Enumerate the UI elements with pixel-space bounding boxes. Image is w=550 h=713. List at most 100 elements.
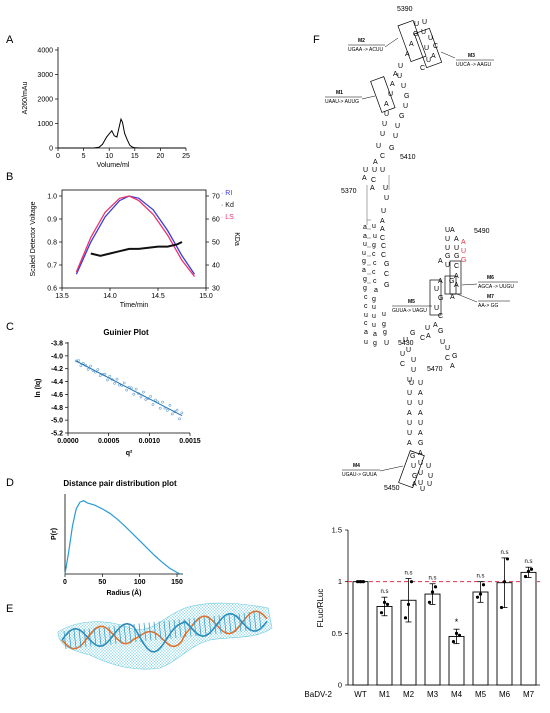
data-point — [79, 364, 83, 368]
base-pair-rung — [188, 618, 192, 637]
mutation-m6: M6 AGCA -> UUGU — [461, 275, 518, 290]
nucleotide: U — [403, 337, 408, 344]
y-axis-label: P(r) — [51, 528, 58, 540]
x-tick-label: 15.0 — [199, 293, 213, 300]
base-pair-rung — [163, 620, 167, 640]
data-point — [166, 409, 169, 412]
nucleotide: A — [433, 322, 438, 329]
base-pair-rung — [78, 629, 82, 648]
nucleotide: u — [363, 241, 367, 248]
nucleotide: G — [452, 353, 457, 360]
nucleotide: C — [420, 335, 425, 342]
nucleotide: u — [362, 250, 366, 257]
category-label: M1 — [379, 690, 391, 699]
nucleotide: A — [418, 430, 423, 437]
data-point — [526, 569, 531, 573]
bar — [424, 593, 441, 686]
nucleotide: U — [434, 286, 439, 293]
chart-a: 0 1000 2000 3000 4000 0 5 10 15 20 25 Volume/ml A2… — [22, 47, 190, 169]
plot-frame — [61, 189, 207, 289]
y-tick-label: 1 — [338, 577, 342, 586]
nucleotide: U — [411, 357, 416, 364]
nucleotide: U — [363, 167, 368, 174]
data-point — [454, 631, 459, 635]
base-pair-rung — [113, 625, 117, 645]
nucleotide: u — [364, 312, 368, 319]
nucleotide: U — [426, 57, 431, 64]
base-pair-rung — [178, 619, 182, 638]
base-pair-rung — [258, 611, 262, 630]
nucleotide: G — [404, 93, 409, 100]
base-pair-rung — [238, 613, 242, 632]
nucleotide: U — [418, 380, 423, 387]
x-tick-label: 15 — [131, 153, 139, 160]
data-point — [151, 403, 155, 406]
nucleotide: U — [372, 167, 377, 174]
base-pair-rung — [148, 622, 152, 641]
highlighted-nucleotide: G — [461, 257, 466, 264]
svg-text:UGAA -> ACUU: UGAA -> ACUU — [348, 47, 384, 53]
panel-letter-f: F — [313, 34, 320, 46]
highlighted-nucleotide: U — [461, 248, 466, 255]
y-axis-label: ln (Iq) — [35, 378, 42, 397]
nucleotide: U — [398, 63, 403, 70]
data-point — [125, 388, 128, 392]
nucleotide: U — [400, 351, 405, 358]
nucleotide: C — [400, 361, 405, 368]
mutation-m5: M5 GUUA-> UAGU — [392, 299, 432, 314]
nucleotide: U — [382, 121, 387, 128]
nucleotide: U — [401, 83, 406, 90]
highlighted-nucleotide: A — [461, 239, 466, 246]
nucleotide: U — [407, 420, 412, 427]
nucleotide: U — [434, 305, 439, 312]
base-pair-rung — [193, 617, 197, 637]
nucleotide: A — [405, 51, 410, 58]
nucleotide: A — [454, 273, 459, 280]
nucleotide: c — [372, 269, 376, 276]
y-tick-label: -4.6 — [51, 392, 63, 399]
base-pair-rung — [208, 616, 212, 635]
data-point — [98, 374, 102, 378]
data-point — [113, 381, 116, 385]
significance-label: * — [455, 617, 459, 627]
data-point — [406, 602, 411, 607]
svg-text:M7: M7 — [487, 294, 494, 300]
data-point — [170, 412, 174, 416]
nucleotide: C — [381, 243, 386, 250]
svg-text:M2: M2 — [358, 38, 365, 44]
data-point — [430, 590, 435, 594]
nucleotide: g — [372, 242, 376, 249]
nucleotide: G — [384, 261, 389, 268]
svg-text:UUCA -> AAGU: UUCA -> AAGU — [456, 62, 492, 68]
chart-f: 0 0.5 1 1.5 WT M1 n.s M2 n.s M3 n.s M4 * M5 n.s M6 n.s M… — [304, 526, 540, 699]
data-point — [409, 580, 414, 584]
y-tick-label: -5.0 — [51, 418, 63, 425]
nucleotide: U — [409, 380, 414, 387]
nucleotide: C — [380, 153, 385, 160]
nucleotide: C — [420, 65, 425, 72]
nucleotide: G — [412, 473, 417, 480]
nucleotide: C — [384, 271, 389, 278]
nucleotide: A — [454, 236, 459, 243]
nucleotide: G — [449, 278, 454, 285]
nucleotide: A — [418, 390, 423, 397]
chromatogram-line — [58, 117, 186, 149]
nucleotide: u — [372, 322, 376, 329]
nucleotide: G — [410, 330, 415, 337]
y-tick-label: 0.9 — [47, 217, 57, 224]
y2-tick-label: 30 — [212, 286, 220, 293]
nucleotide: c — [373, 278, 377, 285]
nucleotide: A — [412, 481, 417, 488]
nucleotide: U — [454, 245, 459, 252]
data-point — [379, 611, 384, 615]
nucleotide: U — [411, 367, 416, 374]
nucleotide: A — [409, 41, 414, 48]
category-label: M4 — [451, 690, 463, 699]
significance-label: n.s — [404, 571, 412, 577]
legend: · RI · Kd · LS — [221, 190, 234, 221]
y-tick-label: 0.8 — [47, 240, 57, 247]
data-point — [106, 378, 109, 382]
y2-tick-label: 40 — [212, 263, 220, 270]
base-pair-rung — [223, 614, 227, 634]
nucleotide: g — [362, 258, 366, 265]
